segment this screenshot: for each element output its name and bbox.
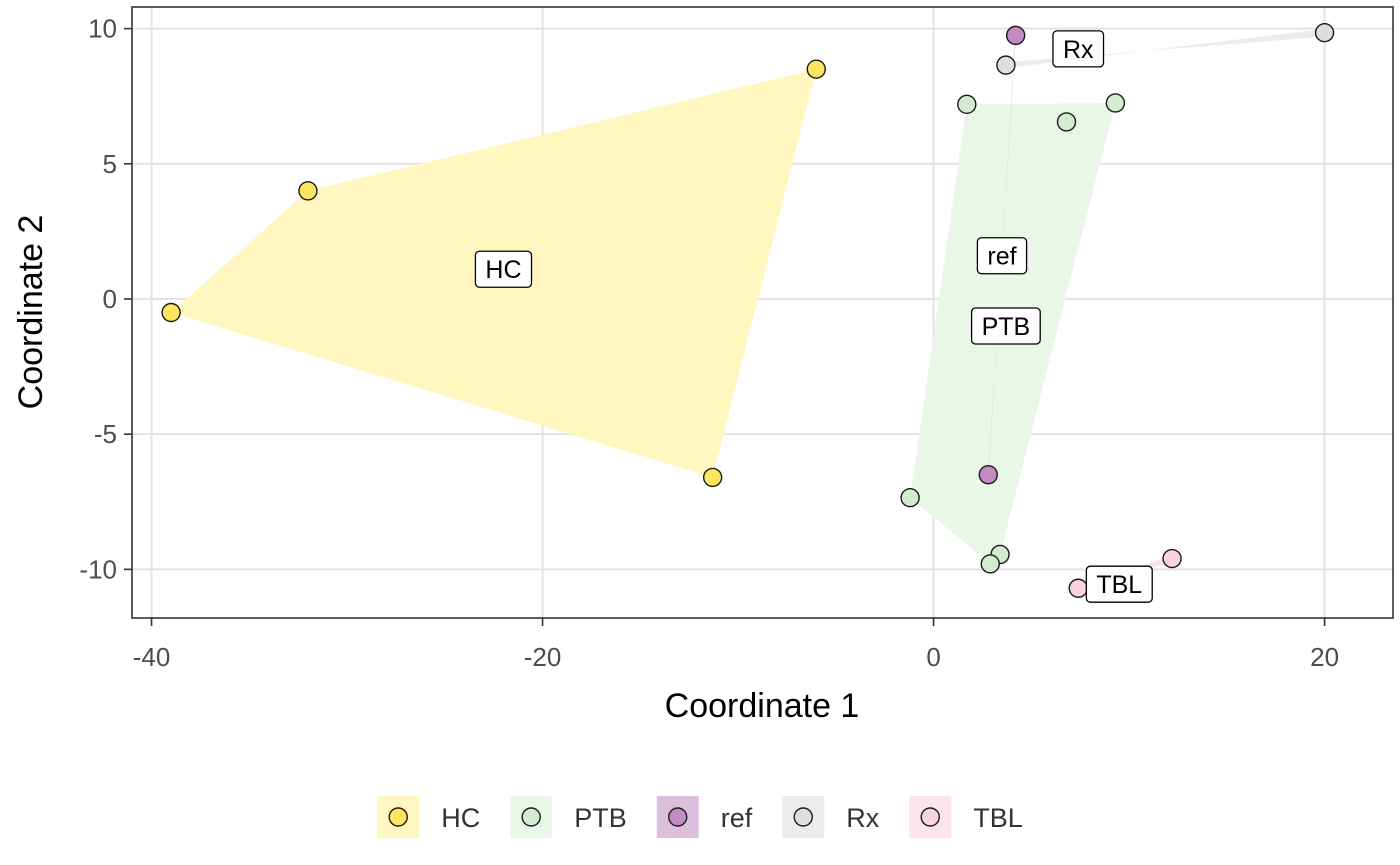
point-hc — [806, 59, 826, 79]
group-label-ptb: PTB — [970, 307, 1041, 345]
point-rx — [996, 55, 1016, 75]
legend: HC PTB ref Rx TBL — [377, 796, 1023, 838]
x-axis-title: Coordinate 1 — [665, 687, 860, 725]
y-tick-label: 10 — [88, 14, 117, 44]
hull-rx — [1005, 28, 1325, 69]
legend-item-hc: HC — [377, 796, 480, 838]
legend-symbol-ptb — [521, 807, 541, 827]
y-tick-label: 0 — [103, 284, 117, 314]
data-points — [161, 22, 1335, 598]
point-hc — [161, 302, 181, 323]
x-tick-label: -20 — [524, 642, 562, 672]
plot-border — [131, 6, 1394, 619]
point-ref — [1005, 25, 1026, 46]
legend-item-ref: ref — [656, 796, 753, 838]
legend-symbol-ref — [668, 807, 688, 827]
group-label-box — [1085, 565, 1153, 603]
x-tick-label: -40 — [133, 642, 171, 672]
point-ptb — [957, 94, 977, 115]
legend-label-ptb: PTB — [574, 803, 627, 833]
group-label-box — [474, 250, 533, 288]
group-label-ref: ref — [976, 237, 1028, 275]
group-labels: HC PTB ref Rx TBL — [474, 30, 1153, 603]
point-hc — [298, 181, 318, 201]
legend-label-rx: Rx — [846, 803, 879, 833]
point-tbl — [1162, 548, 1182, 569]
legend-symbol-rx — [793, 807, 813, 827]
group-label-hc: HC — [474, 250, 533, 288]
point-rx — [1314, 22, 1335, 43]
legend-label-hc: HC — [441, 803, 480, 833]
legend-item-rx: Rx — [782, 796, 880, 838]
x-tick-label: 0 — [926, 642, 940, 672]
legend-symbol-hc — [388, 807, 408, 827]
legend-item-ptb: PTB — [510, 796, 627, 838]
point-ptb — [980, 554, 1000, 574]
group-label-rx: Rx — [1052, 30, 1105, 68]
legend-label-tbl: TBL — [973, 803, 1023, 833]
y-axis-title: Coordinate 2 — [12, 215, 50, 410]
y-tick-label: 5 — [103, 149, 117, 179]
group-label-box — [976, 237, 1028, 275]
point-ptb — [1056, 112, 1077, 132]
group-label-box — [970, 307, 1041, 345]
point-ref — [978, 465, 999, 485]
legend-item-tbl: TBL — [909, 796, 1023, 838]
group-label-text: ref — [987, 243, 1016, 271]
group-label-text: Rx — [1063, 36, 1094, 64]
group-label-tbl: TBL — [1085, 565, 1153, 603]
group-label-box — [1052, 30, 1105, 68]
point-ptb — [1105, 93, 1126, 113]
point-hc — [702, 467, 723, 488]
group-label-text: HC — [485, 256, 521, 284]
group-label-text: PTB — [982, 313, 1031, 341]
legend-label-ref: ref — [721, 803, 753, 833]
group-label-text: TBL — [1096, 571, 1142, 599]
point-tbl — [1068, 578, 1088, 598]
axes: -40 -20 0 20 -10 -5 0 5 10 — [79, 14, 1339, 672]
y-tick-label: -5 — [94, 419, 117, 449]
legend-symbol-tbl — [920, 807, 940, 827]
point-ptb — [900, 487, 920, 508]
x-tick-label: 20 — [1310, 642, 1339, 672]
y-tick-label: -10 — [79, 554, 117, 584]
